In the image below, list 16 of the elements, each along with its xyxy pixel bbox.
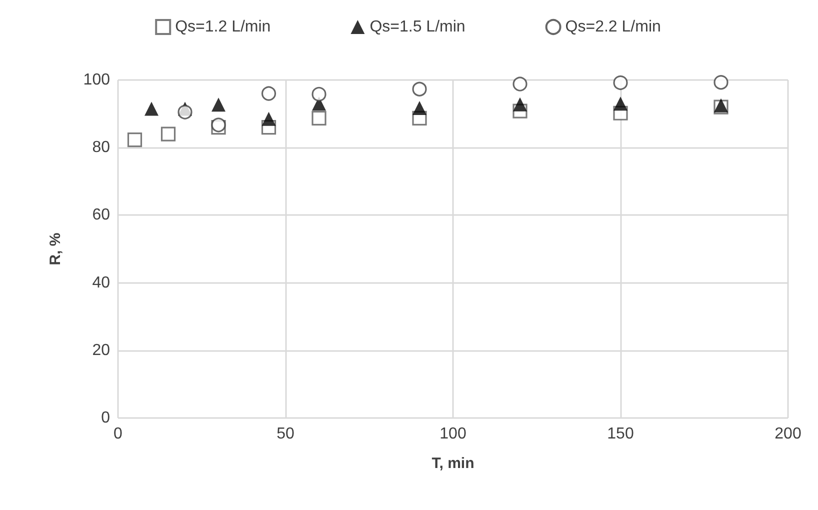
x-tick-label: 100 [440, 426, 466, 442]
legend-label: Qs=2.2 L/min [565, 18, 661, 36]
y-tick-label: 0 [101, 410, 110, 426]
y-tick-label: 100 [83, 72, 110, 88]
y-tick-label: 40 [92, 274, 110, 292]
legend-label: Qs=1.2 L/min [175, 18, 271, 36]
y-axis-title: R, % [47, 232, 64, 266]
x-axis-title: T, min [432, 455, 474, 472]
y-tick-label: 60 [92, 206, 110, 224]
x-tick-label: 0 [114, 426, 123, 442]
y-tick-label: 20 [92, 342, 110, 359]
x-tick-label: 200 [774, 426, 802, 442]
x-tick-label: 150 [607, 426, 634, 442]
legend-label: Qs=1.5 L/min [370, 18, 466, 36]
y-tick-label: 80 [92, 139, 110, 156]
x-tick-label: 50 [276, 426, 294, 442]
